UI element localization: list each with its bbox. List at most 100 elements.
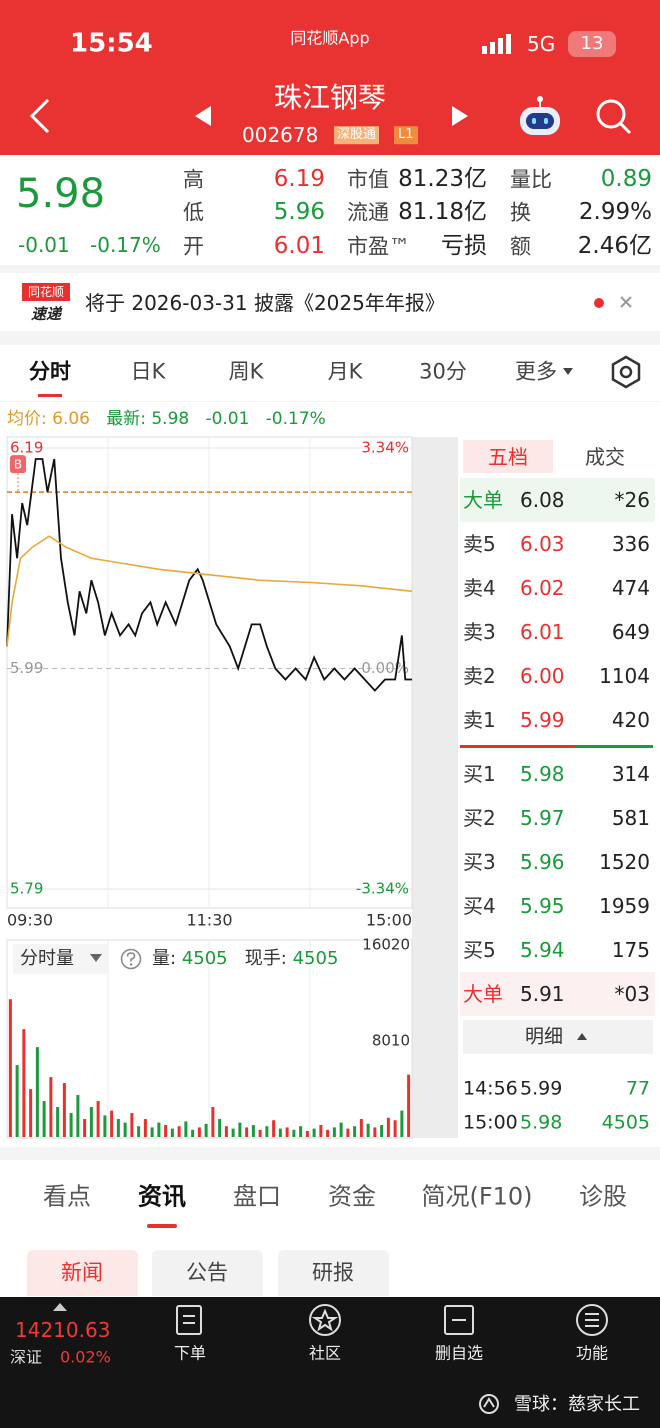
trade-volume: 4505	[601, 1111, 650, 1134]
bottom-item[interactable]: 功能	[575, 1343, 609, 1363]
divider	[575, 745, 653, 748]
sub-tab-bg[interactable]	[27, 1250, 138, 1296]
volume-bar	[292, 1129, 296, 1137]
book-label: 卖3	[463, 620, 496, 644]
book-tab-active[interactable]	[463, 440, 553, 473]
volume-bar	[130, 1113, 134, 1137]
help-icon[interactable]	[120, 948, 142, 970]
bottom-item[interactable]: 社区	[308, 1343, 342, 1363]
book-price: 5.94	[520, 938, 565, 962]
volume-bar	[157, 1122, 161, 1137]
sub-tab-bg[interactable]	[278, 1250, 389, 1296]
book-price: 5.91	[520, 982, 565, 1006]
info-tab[interactable]: 看点	[43, 1182, 91, 1211]
volume-bar	[218, 1119, 222, 1137]
detail-bar[interactable]	[463, 1020, 653, 1054]
volume-bar	[83, 1119, 87, 1137]
volume-bar	[143, 1119, 147, 1137]
index-arrow	[53, 1303, 67, 1311]
stat-value: 0.89	[600, 166, 652, 193]
y2-tick-label: 3.34%	[361, 439, 409, 457]
book-price: 5.95	[520, 894, 565, 918]
volume-bar	[76, 1095, 80, 1137]
chart-tab[interactable]: 分时	[29, 359, 71, 384]
book-row-bg	[460, 478, 655, 522]
settings-icon[interactable]	[608, 354, 644, 390]
after-hours-panel	[412, 437, 458, 1138]
status-network: 5G	[527, 32, 556, 56]
notice-bar[interactable]	[0, 273, 660, 331]
volume-bar	[110, 1110, 114, 1137]
sub-tab[interactable]: 研报	[312, 1260, 354, 1285]
tab-indicator	[38, 394, 62, 397]
stat-value: 6.19	[273, 166, 325, 193]
status-battery: 13	[568, 31, 616, 57]
x-tick-label: 09:30	[7, 911, 53, 930]
avg-value: 6.06	[52, 408, 90, 429]
index-value[interactable]: 14210.63	[15, 1318, 111, 1342]
y2-tick-label: -3.34%	[356, 880, 409, 898]
stat-label: 市值	[347, 167, 389, 192]
book-price: 5.96	[520, 850, 565, 874]
chart-tab[interactable]: 周K	[228, 359, 264, 384]
bottom-item[interactable]: 删自选	[434, 1343, 484, 1363]
detail-label[interactable]: 明细	[524, 1025, 564, 1048]
book-price: 6.00	[520, 664, 565, 688]
status-time: 15:54	[70, 28, 153, 59]
chart-tab[interactable]: 月K	[327, 359, 363, 384]
volume-bar	[346, 1128, 350, 1137]
volume-bar	[62, 1083, 66, 1137]
notice-close[interactable]	[590, 292, 638, 314]
volume-bar	[373, 1127, 377, 1137]
robot-icon[interactable]	[516, 95, 564, 139]
info-tab[interactable]: 简况(F10)	[421, 1182, 533, 1211]
next-stock[interactable]	[450, 104, 470, 128]
volume-bar	[116, 1119, 120, 1137]
book-volume: *26	[614, 488, 650, 512]
book-price: 6.03	[520, 532, 565, 556]
book-row-bg	[460, 972, 655, 1016]
volume-bar	[137, 1126, 141, 1137]
volume-bar	[184, 1121, 188, 1137]
book-label: 卖2	[463, 664, 496, 688]
book-volume: 336	[611, 532, 650, 556]
volume-bar	[56, 1107, 60, 1137]
volume-bar	[299, 1126, 303, 1137]
volume-bar	[197, 1127, 201, 1137]
info-tab[interactable]: 诊股	[579, 1182, 627, 1211]
back-button[interactable]	[28, 98, 52, 134]
volume-bar	[42, 1101, 46, 1137]
volume-bar	[400, 1110, 404, 1137]
sub-tab[interactable]: 公告	[186, 1260, 228, 1285]
reference-label: B	[14, 458, 22, 472]
volume-bar	[339, 1122, 343, 1137]
chart-tab[interactable]: 更多	[515, 359, 557, 384]
price-line	[6, 535, 413, 647]
info-line: 均价: 6.06 最新: 5.98 -0.01 -0.17%	[7, 409, 326, 429]
y-tick-label: 6.19	[10, 439, 43, 457]
info-tab[interactable]: 资金	[328, 1182, 376, 1211]
book-tab[interactable]: 五档	[488, 445, 528, 469]
sub-tab[interactable]: 新闻	[61, 1260, 103, 1285]
volume-label: 量:	[152, 948, 177, 970]
reference-badge	[10, 455, 26, 474]
book-tab[interactable]: 成交	[585, 445, 625, 469]
volume-bar	[312, 1128, 316, 1137]
stat-value: 81.18亿	[398, 199, 487, 226]
book-volume: 1520	[599, 850, 650, 874]
stat-value: 6.01	[273, 233, 325, 260]
book-price: 6.08	[520, 488, 565, 512]
bottom-item[interactable]: 下单	[173, 1343, 207, 1363]
notice-logo: 速递	[30, 305, 61, 323]
chart-tab[interactable]: 30分	[419, 359, 467, 384]
sub-tab-bg[interactable]	[152, 1250, 263, 1296]
search-icon[interactable]	[594, 97, 634, 137]
volume-selector[interactable]	[13, 944, 108, 974]
chart-tab[interactable]: 日K	[130, 359, 166, 384]
last-value: 5.98	[151, 408, 190, 429]
book-label: 卖1	[463, 708, 496, 732]
info-tab[interactable]: 资讯	[138, 1182, 186, 1211]
prev-stock[interactable]	[193, 104, 213, 128]
info-tab[interactable]: 盘口	[233, 1182, 281, 1211]
